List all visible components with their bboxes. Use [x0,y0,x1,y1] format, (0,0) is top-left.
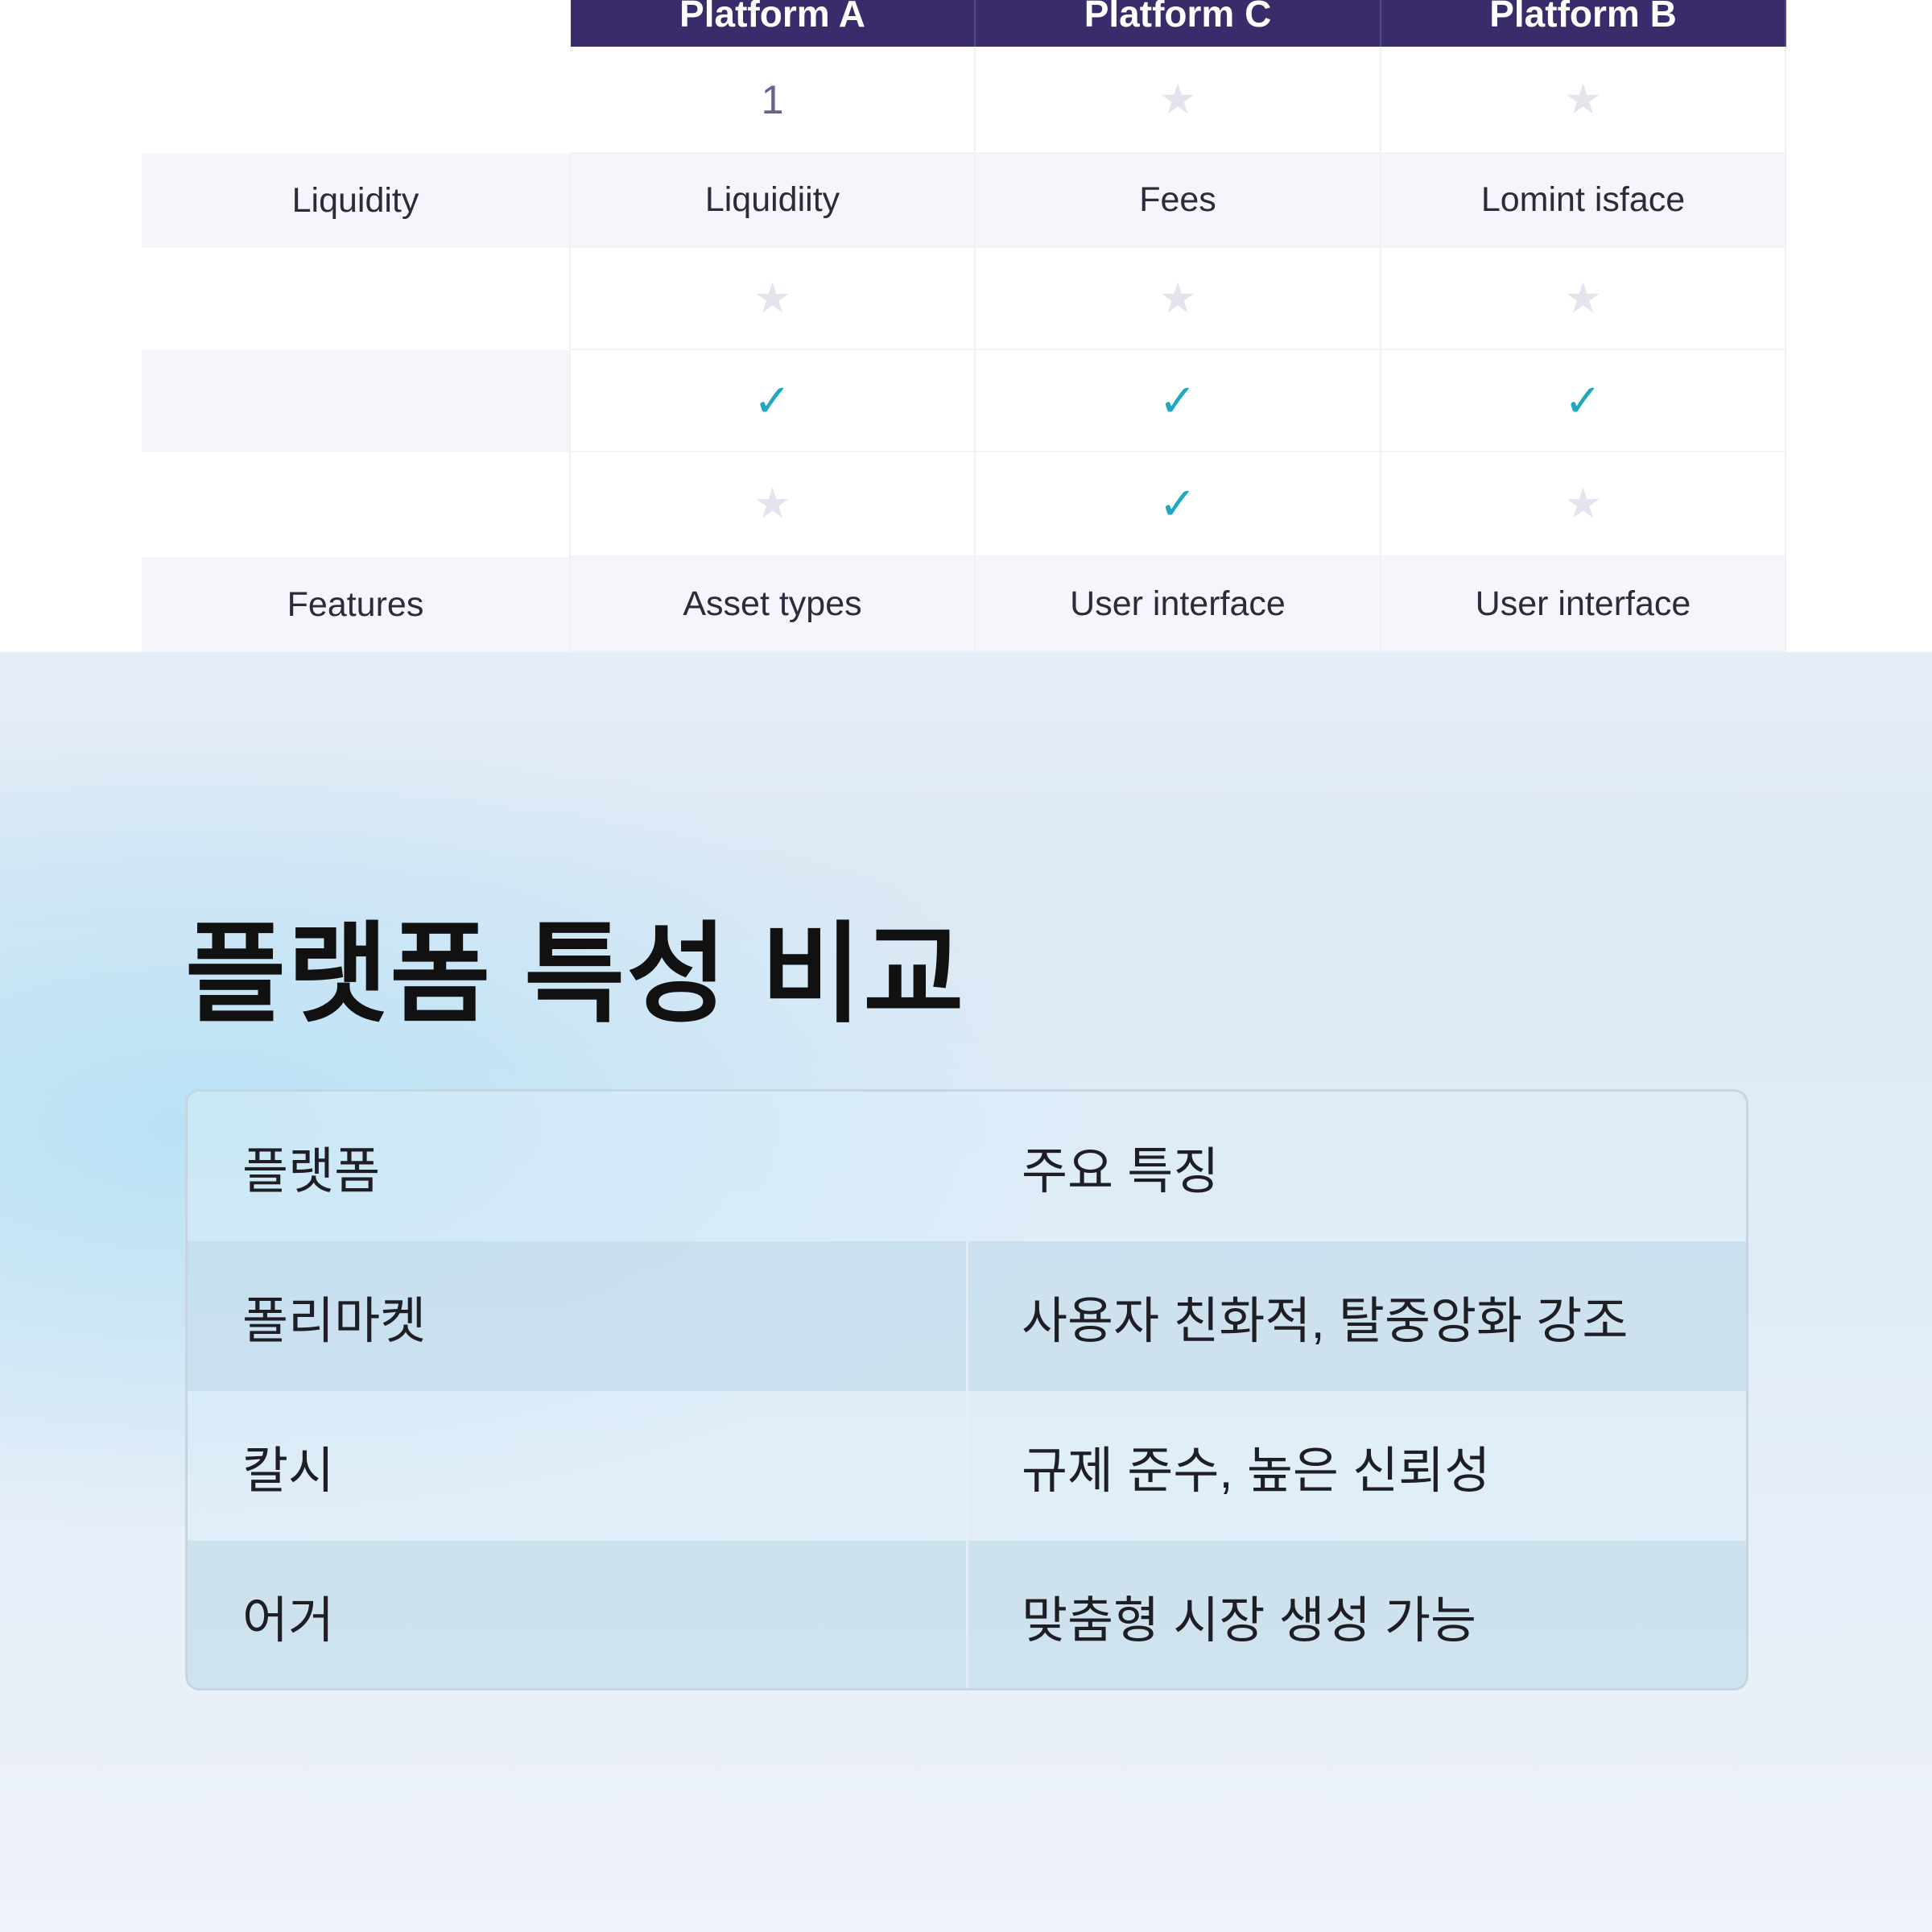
table-row: 칼시 규제 준수, 높은 신뢰성 [188,1391,1746,1541]
table-cell: ★ [1381,452,1786,557]
column-header: Platform C [976,0,1381,47]
platform-name: 칼시 [188,1391,968,1541]
check-icon: ✓ [1158,374,1197,426]
platform-name: 폴리마켓 [188,1241,968,1391]
table-cell: Lomint isface [1381,154,1786,248]
header-features: 주요 특징 [1022,1144,1220,1199]
table-header-row: 플랫폼 주요 특징 [188,1092,1746,1241]
table-cell: ✓ [1381,350,1786,452]
table-row: 폴리마켓 사용자 친화적, 탈중앙화 강조 [188,1241,1746,1391]
star-icon: ★ [1158,275,1197,322]
platform-comparison-image-table: Platform A Platform C Platform B 1 ★ ★ Liquidi… [0,0,1932,652]
header-platform: 플랫폼 [242,1144,381,1199]
table-cell: 1 [571,47,976,154]
star-icon: ★ [753,481,791,527]
check-icon: ✓ [1158,478,1197,529]
table-cell: User interface [1381,557,1786,652]
row-label: Features [142,557,571,652]
table-cell: ★ [1381,248,1786,350]
platform-name: 어거 [188,1541,968,1688]
table-cell: ★ [976,47,1381,154]
column-header: Platform A [571,0,976,47]
table-cell: ✓ [571,350,976,452]
comparison-table: 플랫폼 주요 특징 폴리마켓 사용자 친화적, 탈중앙화 강조 칼시 규제 준수… [185,1089,1748,1690]
platform-feature: 규제 준수, 높은 신뢰성 [1022,1443,1491,1499]
table-row: 어거 맞춤형 시장 생성 가능 [188,1541,1746,1688]
star-icon: ★ [1564,481,1602,527]
platform-feature: 사용자 친화적, 탈중앙화 강조 [1022,1294,1629,1349]
row-label [142,248,571,350]
table-cell: Fees [976,154,1381,248]
table-cell: ✓ [976,350,1381,452]
star-icon: ★ [1564,275,1602,322]
table-cell: ✓ [976,452,1381,557]
table-cell: ★ [1381,47,1786,154]
row-label [142,350,571,452]
page-title: 플랫폼 특성 비교 [185,913,966,1035]
table-cell: User interface [976,557,1381,652]
table-cell: ★ [976,248,1381,350]
check-icon: ✓ [753,374,791,426]
star-icon: ★ [1158,76,1197,123]
table-cell: Asset types [571,557,976,652]
table-cell: Liquidiity [571,154,976,248]
platform-feature: 맞춤형 시장 생성 가능 [1022,1593,1477,1649]
table-cell: ★ [571,452,976,557]
check-icon: ✓ [1564,374,1602,426]
row-label [142,452,571,557]
star-icon: ★ [753,275,791,322]
star-icon: ★ [1564,76,1602,123]
column-header: Platform B [1381,0,1786,47]
table-cell: ★ [571,248,976,350]
row-label: Liquidity [142,154,571,248]
